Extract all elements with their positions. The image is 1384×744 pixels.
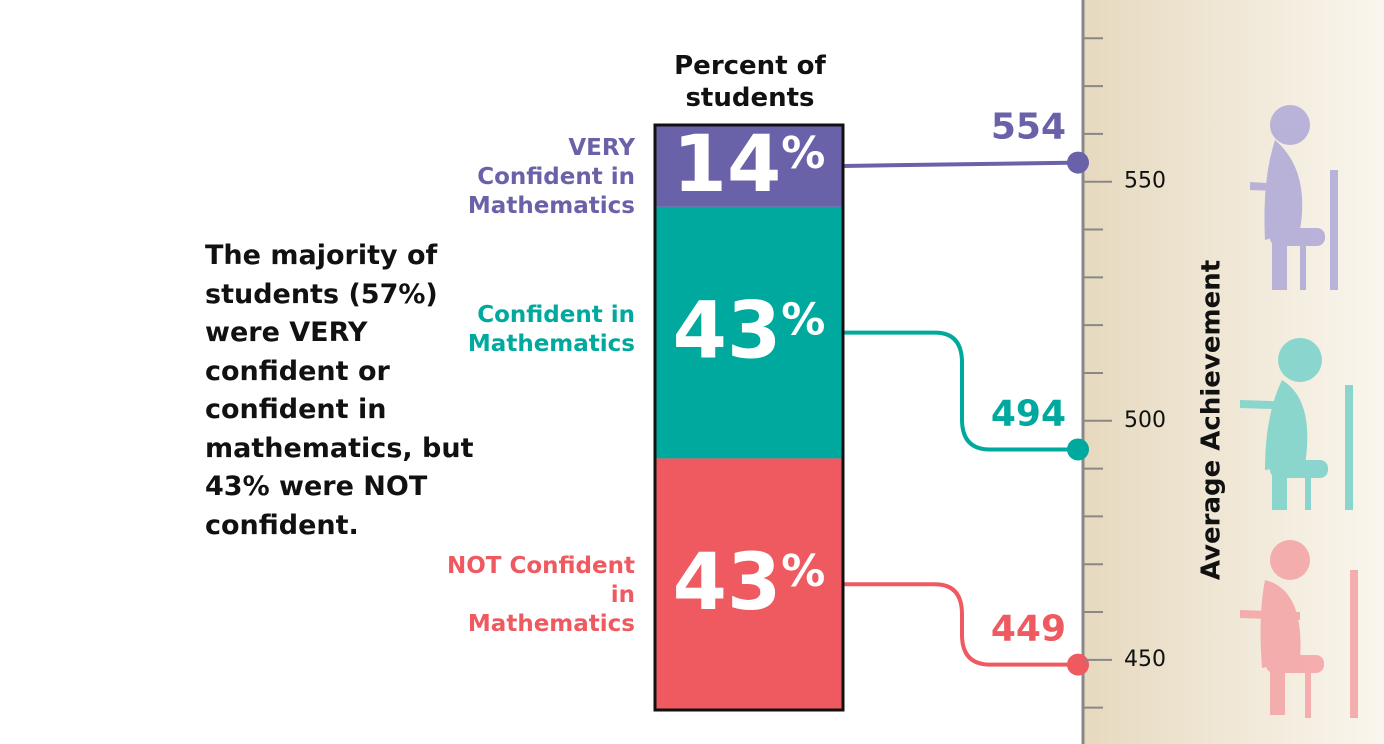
category-label: VERY Confident in Mathematics	[445, 134, 635, 221]
note: The majority of students (57%) were VERY…	[205, 237, 485, 545]
y2-axis-label: Average Achievement	[1197, 260, 1227, 580]
category-label: Confident in Mathematics	[445, 301, 635, 359]
achievement-label: 494	[991, 393, 1066, 434]
achievement-dot	[1067, 152, 1089, 174]
y2-tick-label: 500	[1124, 408, 1166, 433]
page: 14%55443%49443%449450500550Average Achie…	[0, 0, 1384, 744]
category-label: NOT Confident in Mathematics	[445, 552, 635, 639]
achievement-label: 554	[991, 107, 1066, 148]
achievement-dot	[1067, 438, 1089, 460]
y2-tick-label: 450	[1124, 647, 1166, 672]
bar-title: Percent of students	[665, 50, 835, 114]
y2-tick-label: 550	[1124, 169, 1166, 194]
connector	[843, 163, 1078, 166]
achievement-label: 449	[991, 609, 1066, 650]
achievement-background	[1083, 0, 1384, 744]
achievement-dot	[1067, 654, 1089, 676]
